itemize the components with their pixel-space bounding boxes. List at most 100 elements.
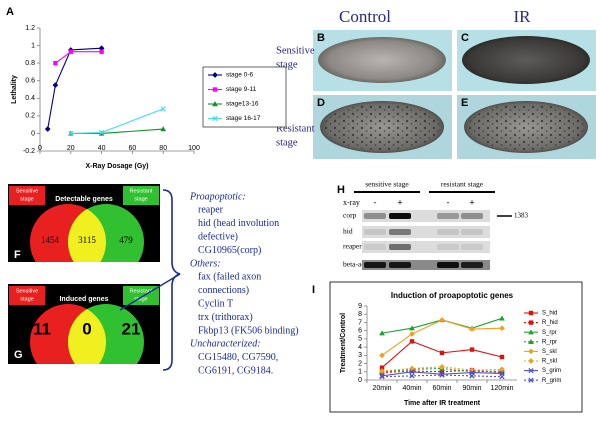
gel-xray-label: x-ray xyxy=(343,198,360,207)
venn-right-label: Resistant xyxy=(130,188,153,194)
x-tick-label: 60min xyxy=(432,385,451,392)
gel-band xyxy=(389,244,411,250)
y-tick-label: 0.6 xyxy=(25,78,35,85)
marker xyxy=(379,368,385,374)
x-tick-label: 40min xyxy=(402,385,421,392)
venn-left-label: Sensitive xyxy=(16,188,38,194)
venn-count: 0 xyxy=(82,319,91,338)
gel-row-label: corp xyxy=(343,211,357,220)
y-tick-label: 0 xyxy=(31,130,35,137)
gene-group-heading: Others: xyxy=(190,258,221,269)
y-axis-label: Lethality xyxy=(11,75,18,104)
marker xyxy=(68,49,73,54)
y-tick-label: 9 xyxy=(358,303,362,310)
legend-label: S_hid xyxy=(542,311,557,317)
marker xyxy=(528,358,534,364)
venn-f xyxy=(8,184,160,262)
gene-item: hid (head involution xyxy=(198,218,279,229)
marker xyxy=(44,126,51,132)
venn-title: Detectable genes xyxy=(55,196,113,203)
marker xyxy=(499,366,505,373)
panel-label: G xyxy=(14,349,23,361)
marker xyxy=(379,365,385,370)
marker xyxy=(212,72,218,78)
marker xyxy=(439,350,445,356)
panel-label: E xyxy=(461,97,468,109)
gel-band xyxy=(437,229,459,235)
gene-item: CG10965(corp) xyxy=(198,245,261,256)
gene-item: reaper xyxy=(198,205,224,216)
marker xyxy=(409,325,415,331)
gel-row-label: reaper xyxy=(343,242,362,251)
gene-list: Proapoptotic: reaper hid (head involution d… xyxy=(189,191,299,376)
marker xyxy=(439,372,445,378)
venn-count: 479 xyxy=(119,235,133,245)
venn-count: 11 xyxy=(33,319,51,338)
x-tick-label: 20min xyxy=(372,385,391,392)
gel-lane-label: - xyxy=(447,197,450,207)
column-header: IR xyxy=(514,7,532,26)
bracket xyxy=(162,189,181,371)
marker xyxy=(379,374,385,380)
y-tick-label: 1 xyxy=(31,42,35,49)
row-header: stage xyxy=(276,137,298,148)
y-tick-label: 3 xyxy=(358,352,362,359)
marker xyxy=(409,339,415,344)
legend-label: R_grim xyxy=(542,378,561,384)
x-tick-label: 40 xyxy=(98,145,106,152)
gene-item: connections) xyxy=(198,285,249,296)
panel-label: H xyxy=(337,184,345,196)
marker xyxy=(409,331,415,337)
x-tick-label: 100 xyxy=(188,145,200,152)
y-tick-label: 1.2 xyxy=(25,25,35,32)
marker xyxy=(439,363,445,370)
gel-band xyxy=(461,229,483,235)
x-axis-label: X-Ray Dosage (Gy) xyxy=(85,163,148,170)
marker xyxy=(52,82,59,88)
marker xyxy=(212,115,218,122)
x-tick-label: 0 xyxy=(38,145,42,152)
series-line xyxy=(47,47,102,130)
gel-size-label: 1383 xyxy=(514,212,529,220)
marker xyxy=(528,377,534,383)
row-header: stage xyxy=(276,59,298,70)
legend-label: S_grim xyxy=(542,368,561,374)
marker xyxy=(409,369,415,375)
venn-right-label: Resistant xyxy=(130,288,153,294)
marker xyxy=(409,373,415,379)
gel-band xyxy=(389,262,411,268)
venn-left-label: Sensitive xyxy=(16,288,38,294)
marker xyxy=(528,329,534,335)
gel-lane-label: + xyxy=(469,197,474,207)
y-axis-label: Treatment/Control xyxy=(340,313,347,373)
x-tick-label: 80 xyxy=(159,145,167,152)
gel-strip xyxy=(362,226,490,238)
gel-band xyxy=(461,262,483,268)
gel-column-label: sensitive stage xyxy=(365,180,409,189)
x-tick-label: 60 xyxy=(129,145,137,152)
gel-band xyxy=(364,213,386,219)
panel-label: A xyxy=(6,6,14,18)
gel-column-label: resistant stage xyxy=(441,180,484,189)
marker xyxy=(439,317,445,323)
y-tick-label: 0.4 xyxy=(25,95,35,102)
venn-title: Induced genes xyxy=(59,296,108,303)
gel-band xyxy=(389,229,411,235)
marker xyxy=(379,330,385,336)
legend-label: R_hid xyxy=(542,320,558,326)
marker xyxy=(528,348,534,355)
venn-count: 3115 xyxy=(78,235,96,245)
venn-left-label: stage xyxy=(20,196,33,202)
gel-band xyxy=(389,213,411,219)
x-tick-label: 90min xyxy=(462,385,481,392)
panel-label: D xyxy=(317,97,325,109)
venn-right-label: stage xyxy=(134,296,147,302)
panel-label: B xyxy=(317,32,325,44)
gene-group-heading: Uncharacterized: xyxy=(190,339,261,350)
marker xyxy=(528,310,534,316)
chart-frame xyxy=(329,281,583,413)
gel-row-label: hid xyxy=(343,227,353,236)
legend-label: R_skl xyxy=(542,359,557,365)
marker xyxy=(469,347,475,352)
